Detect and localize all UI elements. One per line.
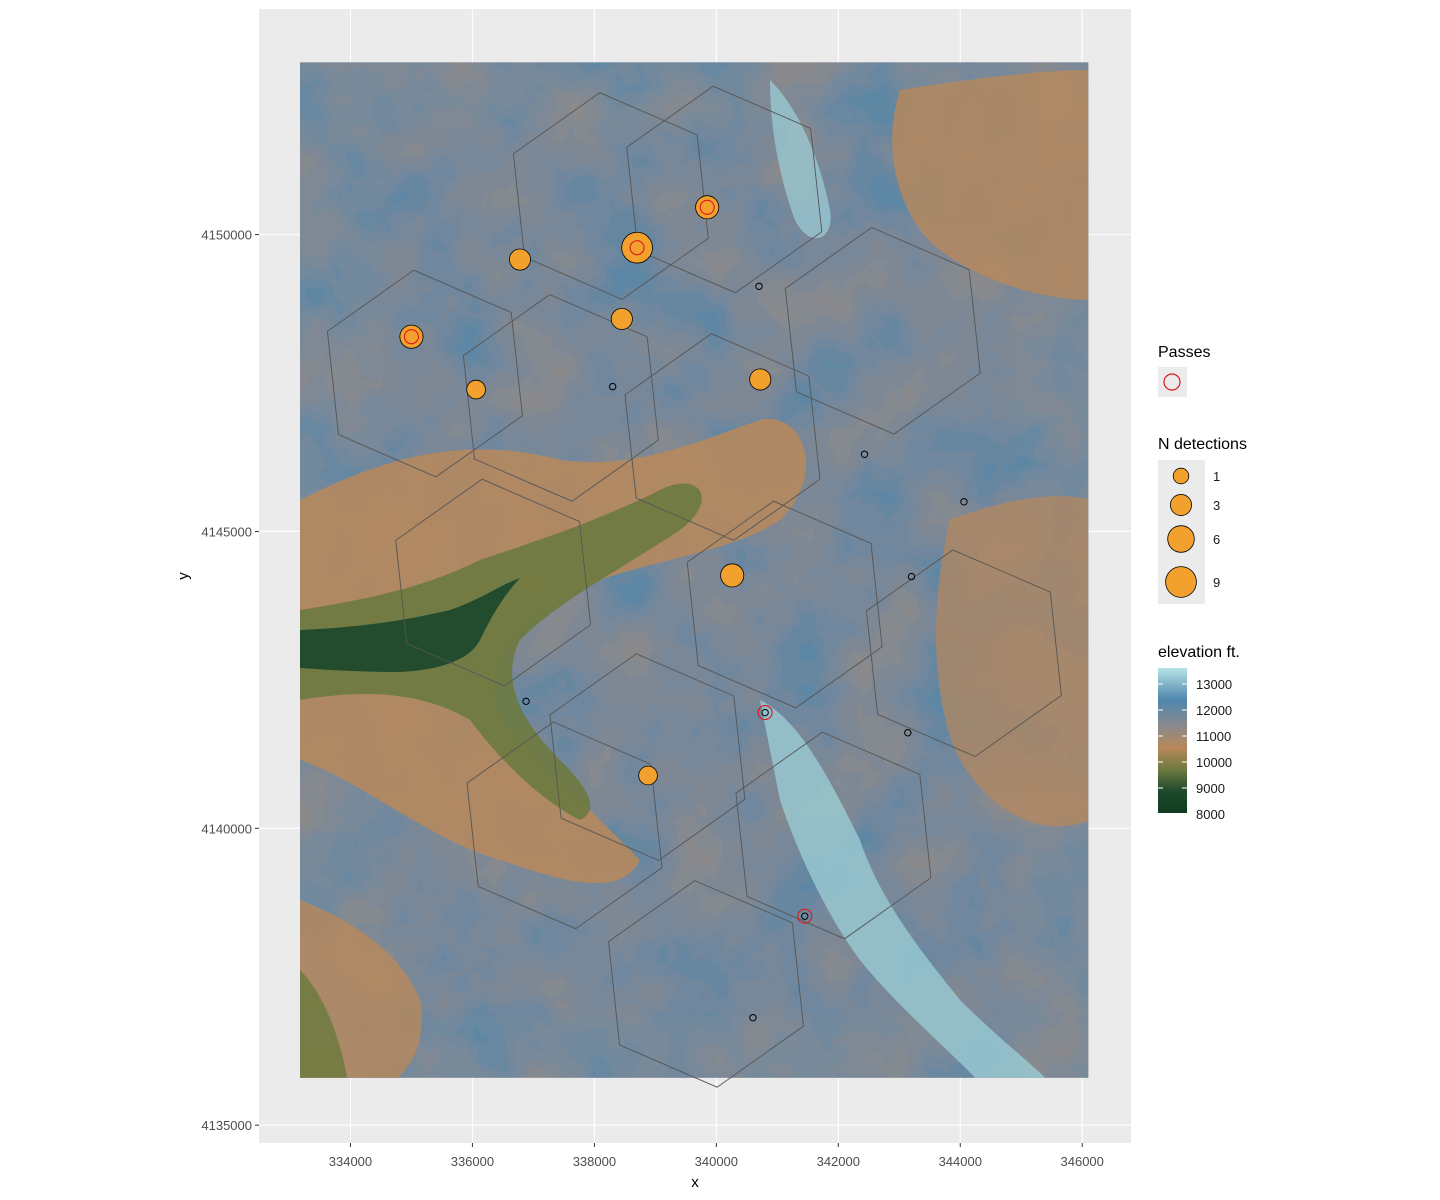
pass-ring [403, 329, 419, 345]
zero-detection-point [522, 697, 530, 705]
detection-point [720, 563, 745, 588]
zero-detection-point [749, 1014, 757, 1022]
x-tick-label: 342000 [817, 1154, 860, 1169]
zero-detection-point [907, 572, 916, 581]
x-axis: 334000 336000 338000 340000 342000 344000 3460… [329, 1143, 1104, 1169]
legend-detection-label: 6 [1213, 532, 1220, 547]
hexagon-cell [549, 653, 746, 861]
zero-detection-point [761, 708, 769, 717]
detection-point [695, 195, 720, 220]
hexagon-cell [784, 226, 981, 435]
zero-detection-point [860, 450, 869, 458]
pass-ring [629, 240, 645, 256]
zero-detection-point [904, 729, 912, 737]
upper-plateau [892, 70, 1089, 300]
colorbar-label: 8000 [1196, 807, 1225, 822]
hexagon-cell [624, 333, 821, 541]
y-tick-label: 4140000 [201, 821, 252, 836]
legend-passes-key [1158, 367, 1187, 397]
high-ridge [760, 700, 1046, 1078]
x-tick-label: 344000 [939, 1154, 982, 1169]
y-axis: 4135000 4140000 4145000 4150000 [201, 228, 259, 1133]
pass-ring [757, 705, 773, 721]
legend-detection-label: 1 [1213, 469, 1220, 484]
hexagon-grid [326, 85, 1062, 1088]
detection-point [399, 324, 424, 349]
detection-point [466, 379, 486, 400]
detection-point [621, 231, 653, 264]
legend-detection-swatch [1170, 494, 1192, 516]
y-tick-label: 4145000 [201, 524, 252, 539]
y-tick-label: 4135000 [201, 1118, 252, 1133]
zero-detection-point [755, 282, 763, 290]
hexagon-cell [686, 500, 883, 709]
low-valley [300, 418, 807, 884]
colorbar-label: 11000 [1196, 729, 1231, 744]
legend-detection-swatch [1165, 566, 1197, 598]
valley-bottom [300, 578, 520, 672]
y-tick-label: 4150000 [201, 228, 252, 243]
x-tick-label: 340000 [695, 1154, 738, 1169]
hexagon-cell [395, 478, 592, 687]
hexagon-cell [462, 294, 659, 502]
southwest-valley [300, 970, 348, 1078]
hexagon-cell [626, 85, 823, 294]
legend-passes-title: Passes [1158, 344, 1210, 361]
x-tick-label: 336000 [451, 1154, 494, 1169]
pass-ring [699, 199, 715, 215]
zero-detection-point [608, 382, 617, 391]
zero-detection-point [960, 498, 968, 506]
legend-elevation: elevation ft. 13000 12000 11000 10000 9000 80… [1158, 644, 1240, 822]
pass-ring [797, 908, 813, 924]
hexagon-cell [512, 92, 709, 300]
north-ridge [770, 80, 831, 239]
x-tick-label: 334000 [329, 1154, 372, 1169]
legend-detection-swatch [1172, 467, 1190, 485]
hexagon-cell [466, 721, 663, 930]
hexagon-cell [865, 549, 1062, 758]
detection-point [638, 765, 658, 786]
x-tick-label: 338000 [573, 1154, 616, 1169]
legend-detection-swatch [1167, 525, 1195, 553]
y-axis-title: y [175, 572, 192, 580]
east-slope [936, 496, 1089, 827]
legend-detections: N detections 1 3 6 9 [1158, 436, 1247, 604]
colorbar-label: 9000 [1196, 781, 1225, 796]
legend-detection-label: 3 [1213, 498, 1220, 513]
legend-detections-title: N detections [1158, 436, 1247, 453]
x-tick-label: 346000 [1061, 1154, 1104, 1169]
legend-passes: Passes [1158, 344, 1210, 397]
elevation-colorbar [1158, 668, 1187, 813]
elevation-raster [300, 62, 1089, 1078]
colorbar-label: 10000 [1196, 755, 1232, 770]
legend-elevation-title: elevation ft. [1158, 644, 1240, 661]
legend-pass-ring [1163, 373, 1181, 391]
detection-point [610, 307, 633, 330]
detection-points [399, 195, 968, 1022]
zero-detection-point [801, 912, 809, 920]
detection-point [749, 368, 772, 391]
detection-point [509, 248, 531, 271]
x-axis-title: x [691, 1174, 699, 1191]
colorbar-label: 12000 [1196, 703, 1232, 718]
hexagon-cell [735, 731, 932, 940]
hexagon-cell [326, 269, 523, 478]
colorbar-label: 13000 [1196, 677, 1232, 692]
hexagon-cell [608, 880, 804, 1088]
valley-floor [300, 483, 702, 820]
legend-detection-label: 9 [1213, 575, 1220, 590]
